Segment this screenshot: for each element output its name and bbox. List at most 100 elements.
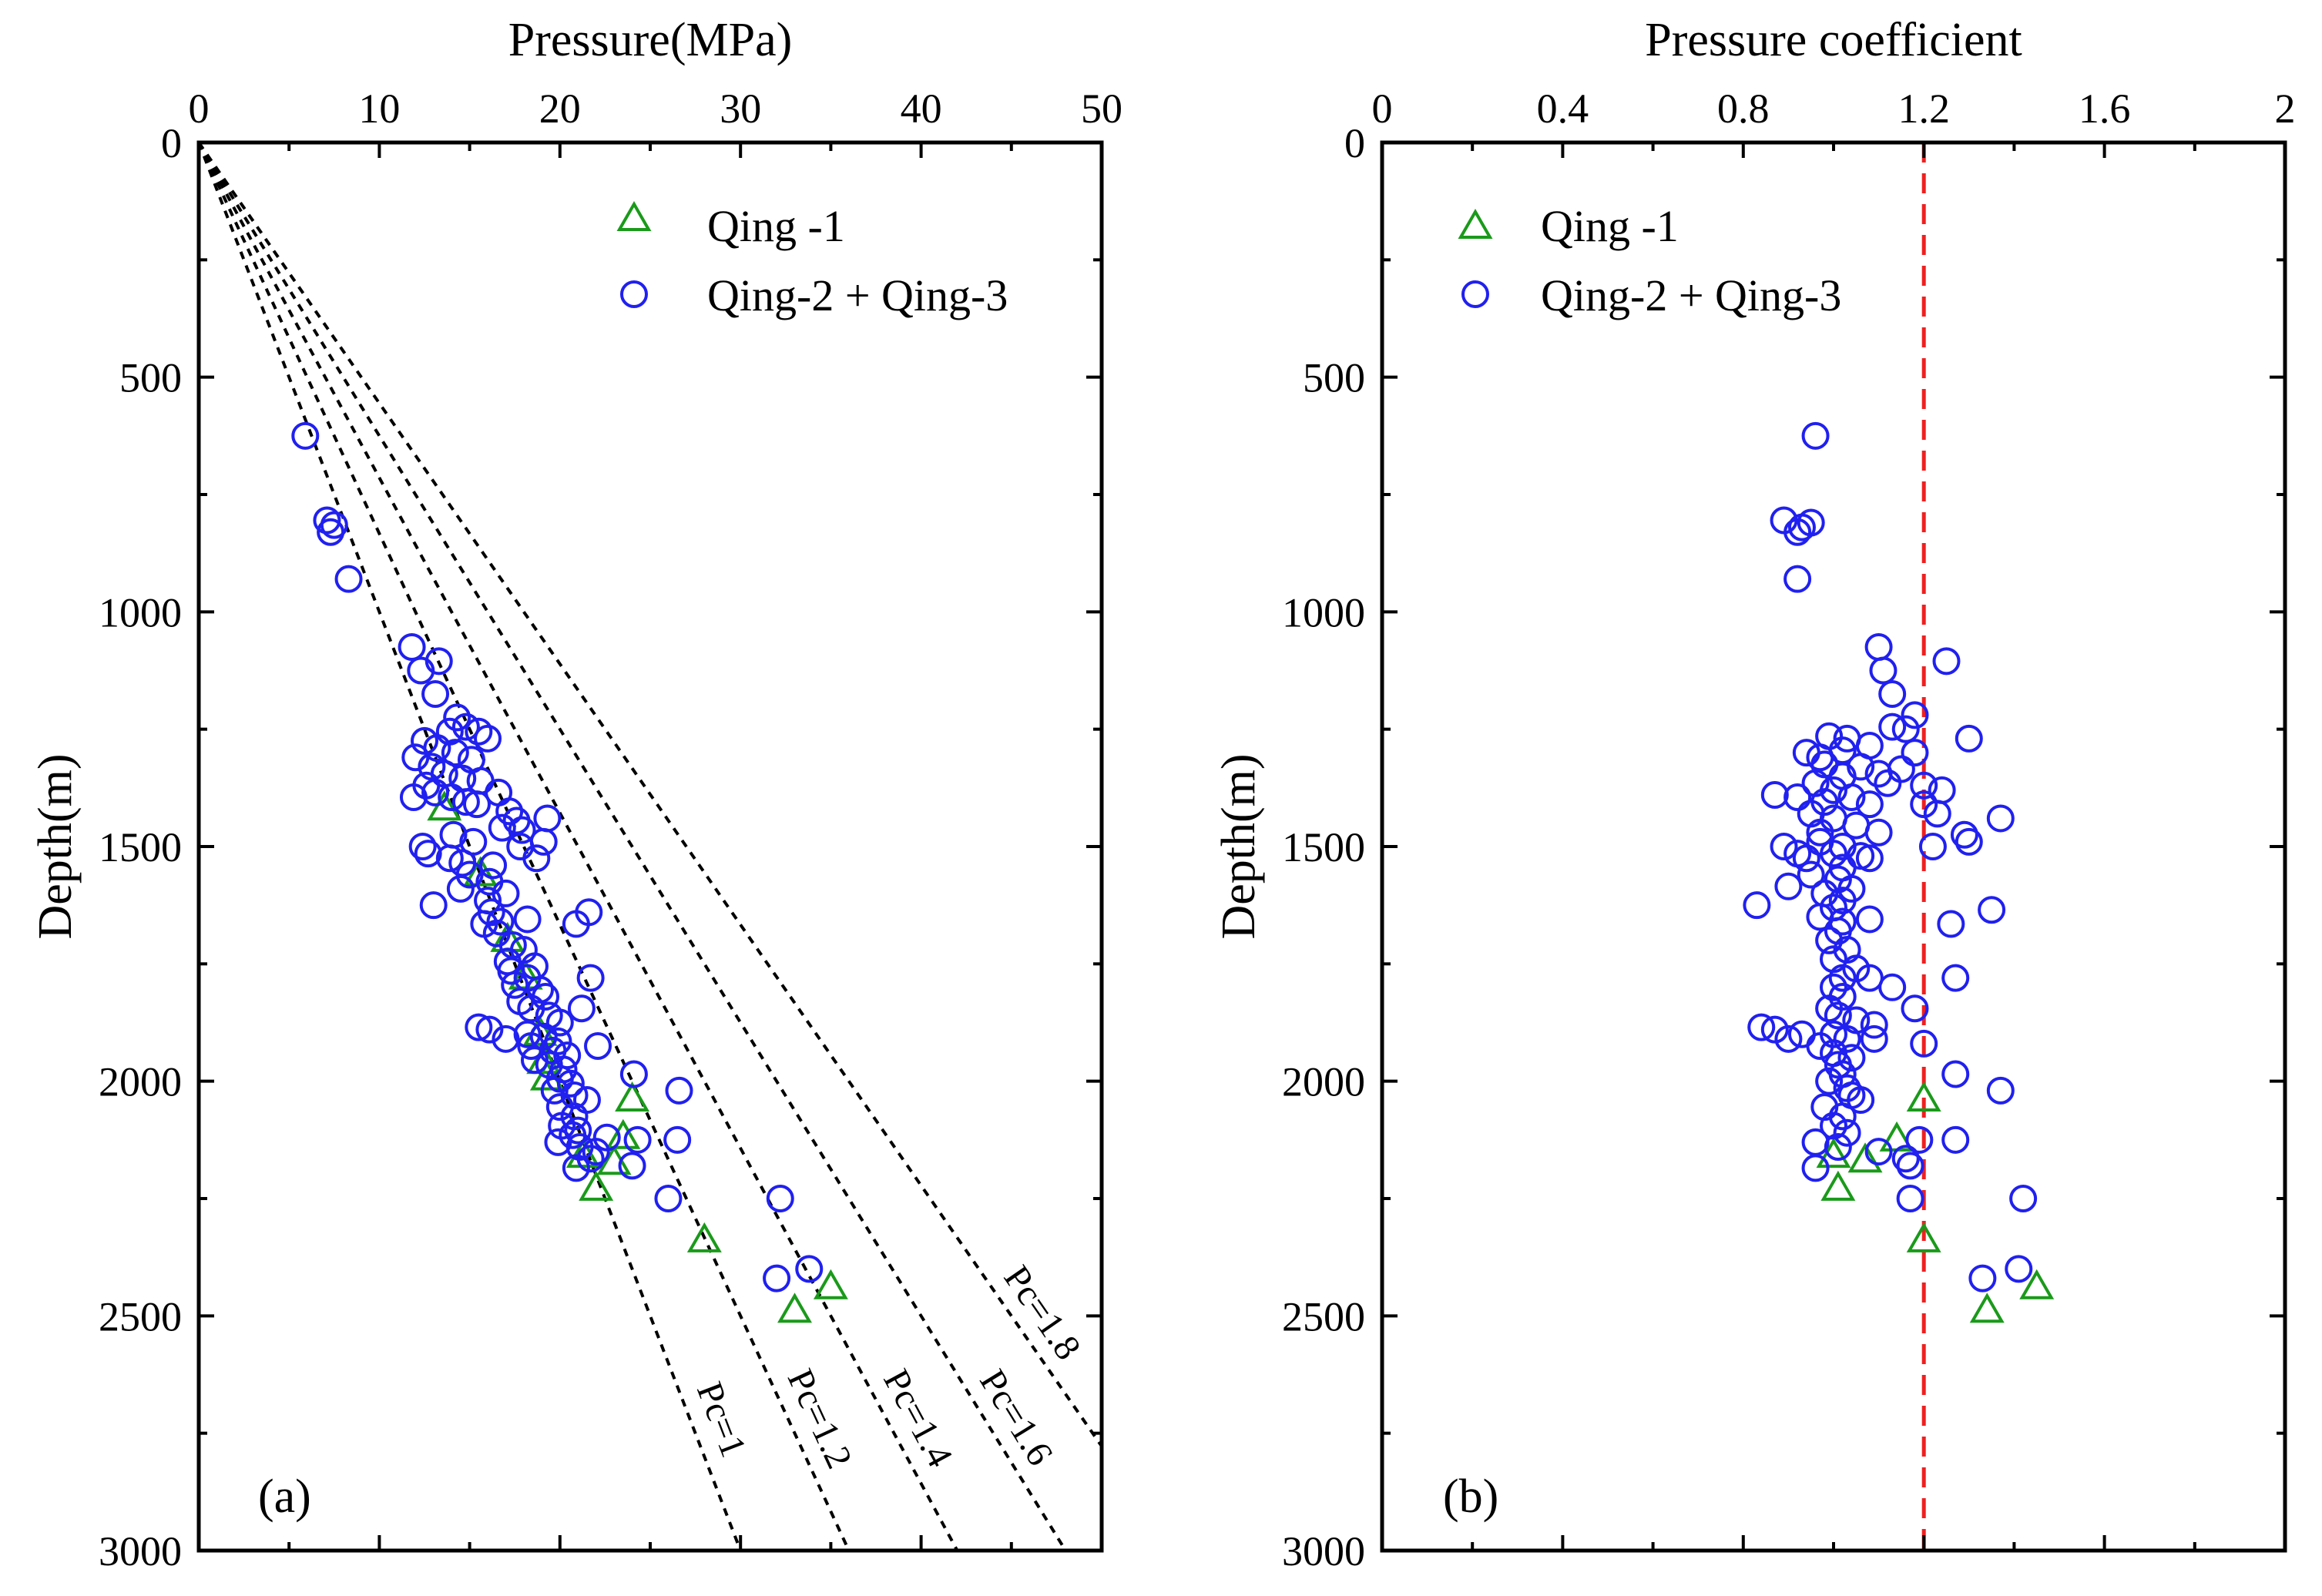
qing23-point bbox=[451, 712, 480, 741]
qing23-point bbox=[459, 827, 488, 856]
qing23-point bbox=[1901, 994, 1929, 1023]
qing23-point bbox=[1878, 973, 1907, 1001]
qing23-point bbox=[556, 1069, 585, 1098]
qing23-point bbox=[1855, 790, 1884, 819]
qing23-point bbox=[1918, 833, 1947, 860]
qing23-point bbox=[1847, 1086, 1875, 1115]
qing23-point bbox=[1901, 701, 1929, 729]
pc-curves bbox=[197, 141, 1103, 1552]
panel-a-y-axis-label: Depth(m) bbox=[29, 753, 82, 939]
qing23-point bbox=[582, 1138, 610, 1166]
qing1-point bbox=[1906, 1222, 1941, 1252]
y-tick-label: 2000 bbox=[1282, 1059, 1365, 1105]
pc-curve-labels: Pc=1 Pc=1.2 Pc=1.4 Pc=1.6Pc=1.8 bbox=[689, 1259, 1089, 1475]
qing23-point bbox=[513, 905, 542, 934]
panel-b-label: (b) bbox=[1443, 1470, 1498, 1523]
qing23-point bbox=[1932, 647, 1961, 676]
pc-curve-label: Pc=1 bbox=[689, 1376, 754, 1463]
qing23-point bbox=[1806, 818, 1834, 847]
qing23-point bbox=[1878, 712, 1907, 741]
qing23-point bbox=[455, 860, 484, 889]
qing23-point bbox=[1855, 964, 1884, 992]
qing23-point bbox=[1774, 872, 1803, 900]
qing23-point bbox=[1896, 1185, 1924, 1212]
qing1-point bbox=[1969, 1293, 2005, 1323]
x-tick-label: 20 bbox=[539, 86, 581, 132]
qing23-point bbox=[1828, 887, 1857, 915]
qing23-point bbox=[564, 1116, 592, 1145]
x-tick-label: 30 bbox=[720, 86, 761, 132]
y-tick-label: 1500 bbox=[99, 824, 182, 870]
x-tick-label: 1.6 bbox=[2079, 86, 2131, 132]
qing1-point bbox=[1847, 1142, 1883, 1173]
qing23-point bbox=[419, 891, 448, 920]
qing23-point bbox=[1968, 1264, 1997, 1293]
qing23-point bbox=[1860, 1024, 1888, 1053]
qing23-point bbox=[517, 994, 545, 1023]
qing23-point bbox=[1941, 1125, 1970, 1154]
qing23-point bbox=[1787, 1020, 1816, 1048]
qing23-point bbox=[1783, 518, 1812, 546]
qing23-point bbox=[562, 1154, 590, 1182]
qing23-point bbox=[1864, 1138, 1893, 1166]
x-tick-label: 40 bbox=[901, 86, 942, 132]
qing23-point bbox=[1760, 780, 1789, 809]
qing23-point bbox=[522, 844, 551, 873]
qing1-point bbox=[686, 1222, 722, 1252]
qing23-point bbox=[513, 1020, 542, 1048]
qing23-point bbox=[492, 1024, 520, 1053]
qing23-point bbox=[1955, 724, 1983, 753]
qing23-point bbox=[1833, 1118, 1861, 1147]
x-tick-label: 0 bbox=[189, 86, 210, 132]
qing23-point bbox=[1955, 827, 1983, 856]
qing23-point bbox=[1864, 633, 1893, 662]
panel-b-legend: Qing -1 Qing-2 + Qing-3 bbox=[1458, 201, 1841, 320]
x-tick-label: 0.8 bbox=[1717, 86, 1770, 132]
qing23-point bbox=[421, 679, 450, 708]
qing23-point bbox=[1820, 840, 1847, 868]
qing23-point bbox=[291, 421, 320, 450]
qing23-point bbox=[619, 1060, 648, 1088]
qing23-point bbox=[520, 1046, 549, 1075]
panel-b: 0 0.4 0.8 1.2 1.6 2 0 500 1000 1500 2000 2500 3000 P… bbox=[1213, 14, 2296, 1574]
x-tick-label: 1.2 bbox=[1898, 86, 1950, 132]
panel-b-data-points bbox=[1743, 421, 2055, 1323]
qing23-point bbox=[623, 1125, 652, 1154]
qing23-point bbox=[508, 816, 536, 844]
qing23-point bbox=[451, 788, 480, 816]
qing23-point bbox=[545, 1093, 574, 1122]
panel-b-y-axis-label: Depth(m) bbox=[1213, 753, 1265, 939]
qing23-point bbox=[562, 910, 590, 938]
qing23-point bbox=[443, 703, 471, 732]
qing23-point bbox=[529, 827, 558, 856]
qing1-point bbox=[777, 1293, 812, 1323]
panel-a: Pc=1 Pc=1.2 Pc=1.4 Pc=1.6Pc=1.8 0 10 20 30 40 50… bbox=[29, 14, 1122, 1574]
qing23-point bbox=[1792, 844, 1820, 873]
qing23-point bbox=[1820, 1112, 1847, 1140]
qing23-point bbox=[665, 1076, 693, 1105]
qing23-point bbox=[1815, 1067, 1844, 1095]
y-tick-label: 2500 bbox=[1282, 1293, 1365, 1340]
pc-curve-label: Pc=1.2 bbox=[780, 1363, 861, 1475]
panel-a-ticks bbox=[197, 141, 1103, 1552]
legend-qing23-label: Qing-2 + Qing-3 bbox=[707, 270, 1008, 320]
x-tick-label: 10 bbox=[358, 86, 400, 132]
qing1-point bbox=[1820, 1170, 1856, 1201]
pc-curve bbox=[197, 142, 959, 1551]
qing23-point bbox=[492, 879, 520, 907]
qing23-point bbox=[1923, 800, 1951, 828]
qing23-point bbox=[576, 964, 605, 992]
qing23-point bbox=[485, 778, 513, 806]
qing23-point bbox=[1783, 565, 1812, 593]
qing1-point bbox=[606, 1118, 641, 1149]
pc-curve-label: Pc=1.4 bbox=[875, 1363, 961, 1474]
qing23-point bbox=[1905, 1125, 1934, 1154]
y-tick-label: 3000 bbox=[1282, 1528, 1365, 1574]
panel-a-x-axis-label: Pressure(MPa) bbox=[508, 14, 793, 66]
qing1-point bbox=[813, 1269, 848, 1299]
legend-qing1-label: Qing -1 bbox=[707, 201, 845, 251]
qing23-point bbox=[317, 518, 345, 546]
qing23-point bbox=[1743, 891, 1771, 920]
